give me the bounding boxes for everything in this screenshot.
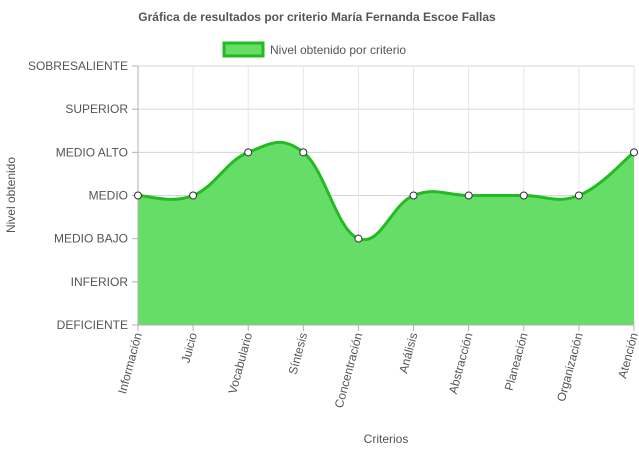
- legend-label: Nivel obtenido por criterio: [270, 43, 406, 57]
- x-tick-label: Atención: [615, 331, 639, 380]
- legend-swatch: [222, 41, 265, 58]
- y-tick-label: INFERIOR: [71, 275, 129, 289]
- x-tick-label: Abstracción: [446, 331, 476, 395]
- data-point: [409, 191, 418, 200]
- legend[interactable]: Nivel obtenido por criterio: [222, 41, 406, 58]
- data-point: [630, 148, 638, 157]
- y-tick-label: MEDIO BAJO: [54, 232, 128, 246]
- x-tick-label: Juicio: [179, 331, 201, 365]
- y-tick-labels: DEFICIENTE INFERIOR MEDIO BAJO MEDIO MEDIO A…: [28, 59, 128, 332]
- y-tick-label: SUPERIOR: [65, 102, 128, 116]
- data-point: [189, 191, 198, 200]
- data-point: [464, 191, 473, 200]
- data-point: [354, 234, 363, 243]
- data-point: [244, 148, 253, 157]
- y-tick-label: MEDIO ALTO: [56, 145, 128, 159]
- x-tick-label: Síntesis: [286, 331, 311, 376]
- chart-title: Gráfica de resultados por criterio María…: [138, 10, 496, 24]
- x-tick-label: Análisis: [396, 331, 420, 375]
- data-point: [299, 148, 308, 157]
- x-tick-label: Planeación: [502, 331, 531, 392]
- y-tick-label: SOBRESALIENTE: [28, 59, 128, 73]
- x-tick-label: Organización: [554, 331, 586, 403]
- series-line: [137, 140, 635, 242]
- y-tick-label: MEDIO: [89, 189, 128, 203]
- series-area-fill: [138, 142, 634, 325]
- x-tick-label: Vocabulario: [225, 331, 255, 396]
- x-axis-label: Criterios: [364, 432, 409, 446]
- x-tick-label: Información: [115, 331, 145, 395]
- data-point: [519, 191, 528, 200]
- x-tick-label: Concentración: [332, 331, 366, 409]
- data-point: [134, 191, 142, 200]
- y-axis-label: Nivel obtenido: [4, 157, 18, 233]
- series-area: [137, 140, 635, 325]
- y-tick-label: DEFICIENTE: [57, 318, 128, 332]
- data-points: [134, 148, 638, 243]
- x-tick-labels: Información Juicio Vocabulario Síntesis Conc…: [115, 331, 639, 410]
- data-point: [574, 191, 583, 200]
